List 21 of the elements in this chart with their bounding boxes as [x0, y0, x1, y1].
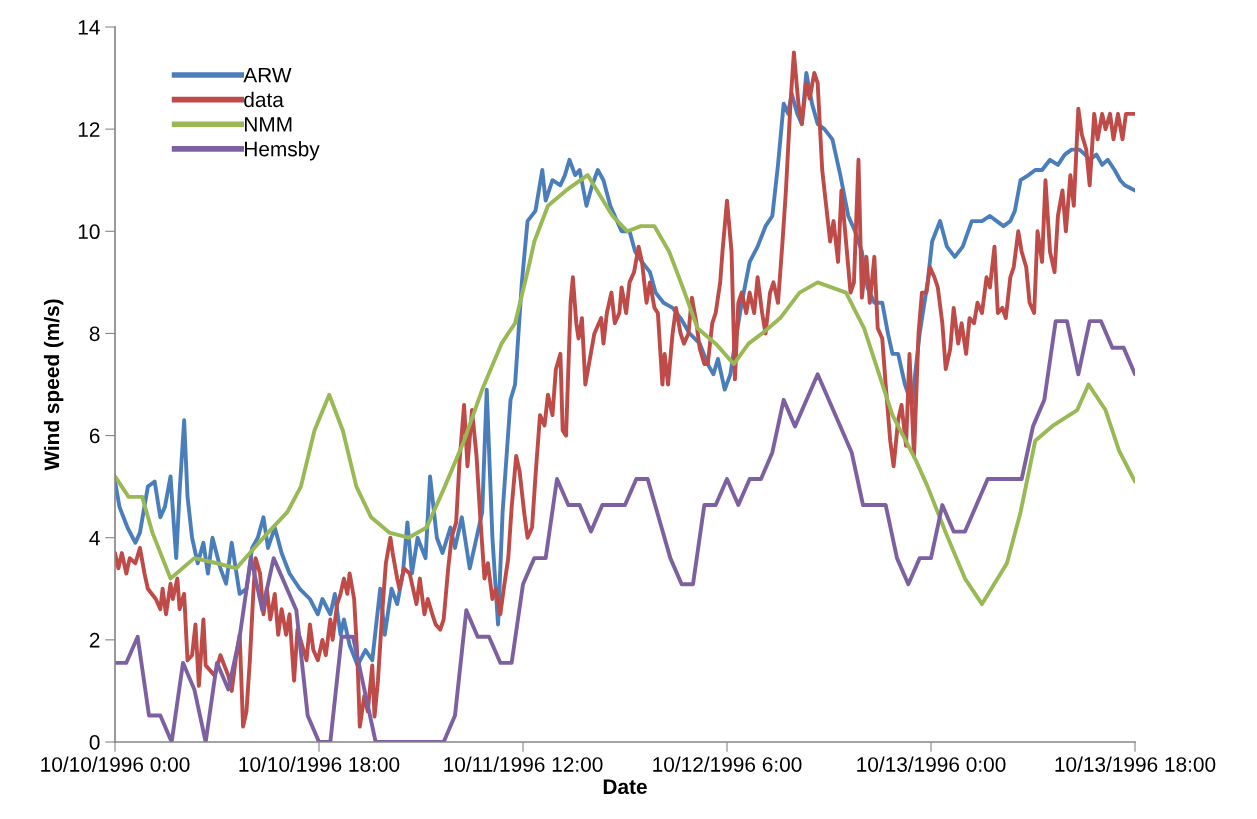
- y-tick-label: 4: [89, 530, 100, 546]
- y-tick-label: 0: [89, 735, 100, 750]
- line-series: [115, 173, 1135, 607]
- x-tick-label: 10/10/1996 18:00: [239, 756, 400, 772]
- x-axis-title: Date: [603, 779, 647, 795]
- y-tick-label: 6: [89, 428, 100, 444]
- y-tick-label: 14: [78, 20, 100, 35]
- x-tick-label: 10/13/1996 0:00: [857, 756, 1006, 772]
- legend-label: Hemsby: [245, 141, 320, 161]
- y-axis-title: Wind speed (m/s): [43, 299, 64, 471]
- y-tick-label: 10: [78, 224, 100, 240]
- x-tick-label: 10/13/1996 18:00: [1055, 756, 1216, 772]
- legend-label: data: [244, 91, 284, 108]
- y-tick-label: 2: [89, 632, 100, 648]
- legend-label: NMM: [245, 117, 292, 132]
- y-tick-label: 8: [89, 326, 100, 342]
- x-tick-label: 10/10/1996 0:00: [41, 756, 190, 772]
- x-tick-label: 10/12/1996 6:00: [653, 756, 802, 772]
- y-tick-label: 12: [78, 122, 100, 137]
- legend-label: ARW: [243, 67, 292, 83]
- x-tick-label: 10/11/1996 12:00: [444, 756, 603, 772]
